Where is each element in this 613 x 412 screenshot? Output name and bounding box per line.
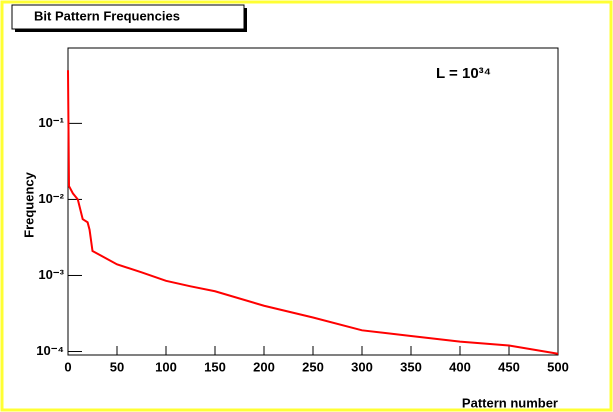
x-tick-label: 400 — [449, 359, 471, 374]
x-tick-label: 500 — [547, 359, 569, 374]
x-tick-label: 50 — [110, 359, 124, 374]
y-tick-label: 10⁻⁴ — [36, 343, 64, 358]
x-tick-label: 250 — [302, 359, 324, 374]
x-tick-label: 0 — [64, 359, 71, 374]
x-tick-label: 300 — [351, 359, 373, 374]
chart-title: Bit Pattern Frequencies — [34, 8, 180, 23]
x-tick-label: 100 — [155, 359, 177, 374]
x-tick-label: 200 — [253, 359, 275, 374]
data-line — [67, 70, 559, 355]
y-axis-label: Frequency — [21, 171, 36, 238]
title-box — [11, 4, 245, 30]
x-tick-label: 450 — [498, 359, 520, 374]
x-tick-label: 150 — [204, 359, 226, 374]
y-tick-label: 10⁻³ — [38, 267, 64, 282]
y-tick-label: 10⁻¹ — [38, 115, 64, 130]
annotation: L = 10³⁴ — [436, 65, 491, 82]
x-axis-label: Pattern number — [462, 395, 558, 410]
y-tick-label: 10⁻² — [38, 191, 64, 206]
x-tick-label: 350 — [400, 359, 422, 374]
